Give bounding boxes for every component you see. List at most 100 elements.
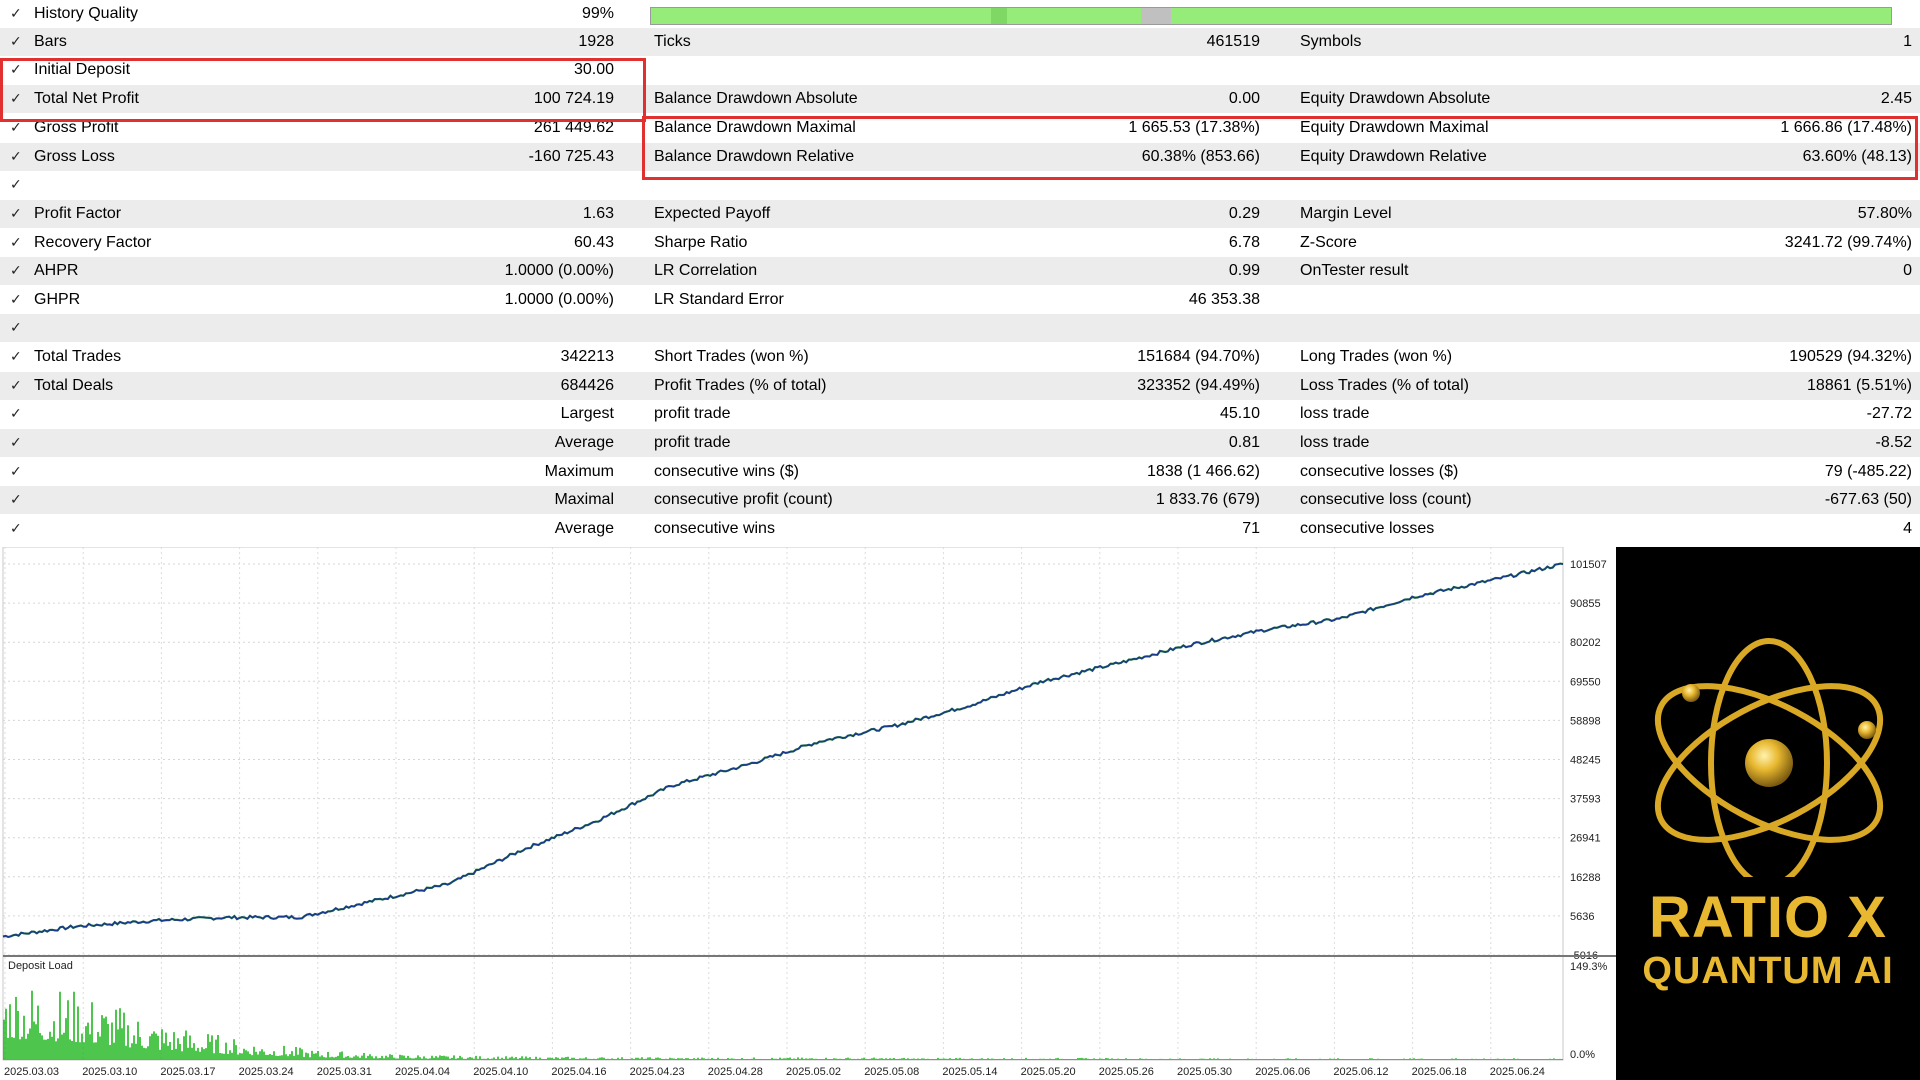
stat-value-total-deals: 684426 <box>560 377 614 394</box>
stat-value-z-score: 3241.72 (99.74%) <box>1784 234 1912 251</box>
stat-label-loss-trades-of-total: Loss Trades (% of total) <box>1300 377 1469 394</box>
x-tick-label: 2025.05.08 <box>864 1066 919 1078</box>
stat-value-history-quality: 99% <box>581 5 614 22</box>
check-icon[interactable]: ✓ <box>10 262 22 278</box>
check-icon[interactable]: ✓ <box>10 61 22 77</box>
stat-label-initial-deposit: Initial Deposit <box>34 61 131 78</box>
logo-panel: RATIO X QUANTUM AI <box>1616 547 1920 1080</box>
report-row: ✓ Average consecutive wins 71 consecutive lo… <box>0 515 1920 543</box>
stat-value-ahpr: 1.0000 (0.00%) <box>504 262 614 279</box>
check-icon[interactable]: ✓ <box>10 491 22 507</box>
check-icon[interactable]: ✓ <box>10 176 22 192</box>
stat-value-balance-drawdown-relative: 60.38% (853.66) <box>1141 148 1260 165</box>
x-tick-label: 2025.06.06 <box>1255 1066 1310 1078</box>
x-tick-label: 2025.05.20 <box>1021 1066 1076 1078</box>
stat-label-consecutive-losses: consecutive losses ($) <box>1300 463 1459 480</box>
check-icon[interactable]: ✓ <box>10 205 22 221</box>
stat-value-total-trades: 342213 <box>560 348 614 365</box>
check-icon[interactable]: ✓ <box>10 234 22 250</box>
stat-label-equity-drawdown-maximal: Equity Drawdown Maximal <box>1300 119 1489 136</box>
stat-value-consecutive-wins: 1838 (1 466.62) <box>1147 463 1260 480</box>
stat-label-balance-drawdown-relative: Balance Drawdown Relative <box>654 148 855 165</box>
stat-value-equity-drawdown-maximal: 1 666.86 (17.48%) <box>1780 119 1912 136</box>
x-tick-label: 2025.06.24 <box>1490 1066 1545 1078</box>
stat-value-consecutive-loss-count: -677.63 (50) <box>1824 491 1912 508</box>
x-tick-label: 2025.04.16 <box>551 1066 606 1078</box>
check-icon[interactable]: ✓ <box>10 291 22 307</box>
stat-value-lr-correlation: 0.99 <box>1228 262 1260 279</box>
stat-value-ticks: 461519 <box>1206 33 1260 50</box>
stat-label-history-quality: History Quality <box>34 5 139 22</box>
y-tick-label: 48245 <box>1570 755 1601 767</box>
y-tick-label: 69550 <box>1570 676 1601 688</box>
check-icon[interactable]: ✓ <box>10 463 22 479</box>
check-icon[interactable]: ✓ <box>10 5 22 21</box>
stat-label-short-trades-won: Short Trades (won %) <box>654 348 809 365</box>
x-tick-label: 2025.03.03 <box>4 1066 59 1078</box>
balance-line <box>2 562 1564 938</box>
check-icon[interactable]: ✓ <box>10 348 22 364</box>
stat-label-total-net-profit: Total Net Profit <box>34 90 139 107</box>
report-row: ✓ Profit Factor 1.63 Expected Payoff 0.29 Mar… <box>0 200 1920 228</box>
stat-value-profit-trade: 45.10 <box>1219 405 1260 422</box>
report-row: ✓ Initial Deposit 30.00 <box>0 56 1920 84</box>
stat-label-profit-trade: profit trade <box>654 405 731 422</box>
x-tick-label: 2025.03.24 <box>239 1066 294 1078</box>
stat-label-consecutive-wins: consecutive wins ($) <box>654 463 799 480</box>
stat-label-total-deals: Total Deals <box>34 377 114 394</box>
plot-area <box>2 547 1564 1061</box>
stat-value-balance-drawdown-maximal: 1 665.53 (17.38%) <box>1128 119 1260 136</box>
report-row: ✓ <box>0 171 1920 199</box>
y-tick-label: 16288 <box>1570 872 1601 884</box>
stat-value-profit-factor: 1.63 <box>582 205 614 222</box>
stat-value-recovery-factor: 60.43 <box>573 234 614 251</box>
stat-value-sharpe-ratio: 6.78 <box>1228 234 1260 251</box>
stat-label-total-trades: Total Trades <box>34 348 122 365</box>
stat-value-balance-drawdown-absolute: 0.00 <box>1228 90 1260 107</box>
report-table: ✓ History Quality 99% ✓ Bars 1928 Ticks 461519 S… <box>0 0 1920 543</box>
x-tick-label: 2025.05.30 <box>1177 1066 1232 1078</box>
stat-label-consecutive-wins: consecutive wins <box>654 520 775 537</box>
stat-value-ontester-result: 0 <box>1903 262 1912 279</box>
report-row: ✓ History Quality 99% <box>0 0 1920 28</box>
y-tick-label: 5636 <box>1570 911 1594 923</box>
deposit-load-tick-min: 0.0% <box>1570 1049 1595 1061</box>
stat-label-bars: Bars <box>34 33 67 50</box>
stat-label-balance-drawdown-maximal: Balance Drawdown Maximal <box>654 119 856 136</box>
deposit-load-title: Deposit Load <box>8 960 73 972</box>
report-row: ✓ Largest profit trade 45.10 loss trade -27.7… <box>0 400 1920 428</box>
check-icon[interactable]: ✓ <box>10 434 22 450</box>
deposit-load-bars <box>3 990 1563 1060</box>
stat-label-margin-level: Margin Level <box>1300 205 1392 222</box>
x-tick-label: 2025.04.23 <box>630 1066 685 1078</box>
check-icon[interactable]: ✓ <box>10 119 22 135</box>
stat-label-consecutive-loss-count: consecutive loss (count) <box>1300 491 1472 508</box>
check-icon[interactable]: ✓ <box>10 405 22 421</box>
stat-value-largest: Largest <box>560 405 614 422</box>
deposit-load-tick-max: 149.3% <box>1570 961 1608 973</box>
stat-value-long-trades-won: 190529 (94.32%) <box>1789 348 1912 365</box>
stat-label-profit-factor: Profit Factor <box>34 205 122 222</box>
check-icon[interactable]: ✓ <box>10 319 22 335</box>
x-tick-label: 2025.04.10 <box>473 1066 528 1078</box>
x-tick-label: 2025.04.28 <box>708 1066 763 1078</box>
report-row: ✓ Average profit trade 0.81 loss trade -8.52 <box>0 429 1920 457</box>
stat-label-sharpe-ratio: Sharpe Ratio <box>654 234 748 251</box>
stat-label-equity-drawdown-absolute: Equity Drawdown Absolute <box>1300 90 1491 107</box>
check-icon[interactable]: ✓ <box>10 148 22 164</box>
y-tick-label: 37593 <box>1570 794 1601 806</box>
stat-label-consecutive-profit-count: consecutive profit (count) <box>654 491 833 508</box>
check-icon[interactable]: ✓ <box>10 33 22 49</box>
history-quality-bar <box>650 7 1892 25</box>
check-icon[interactable]: ✓ <box>10 377 22 393</box>
x-tick-label: 2025.03.17 <box>160 1066 215 1078</box>
stat-value-short-trades-won: 151684 (94.70%) <box>1137 348 1260 365</box>
check-icon[interactable]: ✓ <box>10 90 22 106</box>
stat-value-profit-trades-of-total: 323352 (94.49%) <box>1137 377 1260 394</box>
logo-subtitle: QUANTUM AI <box>1642 950 1894 992</box>
report-row: ✓ Gross Profit 261 449.62 Balance Drawdown … <box>0 114 1920 142</box>
report-row: ✓ GHPR 1.0000 (0.00%) LR Standard Error 46 3… <box>0 286 1920 314</box>
y-tick-label: 80202 <box>1570 637 1601 649</box>
stat-label-ontester-result: OnTester result <box>1300 262 1409 279</box>
check-icon[interactable]: ✓ <box>10 520 22 536</box>
